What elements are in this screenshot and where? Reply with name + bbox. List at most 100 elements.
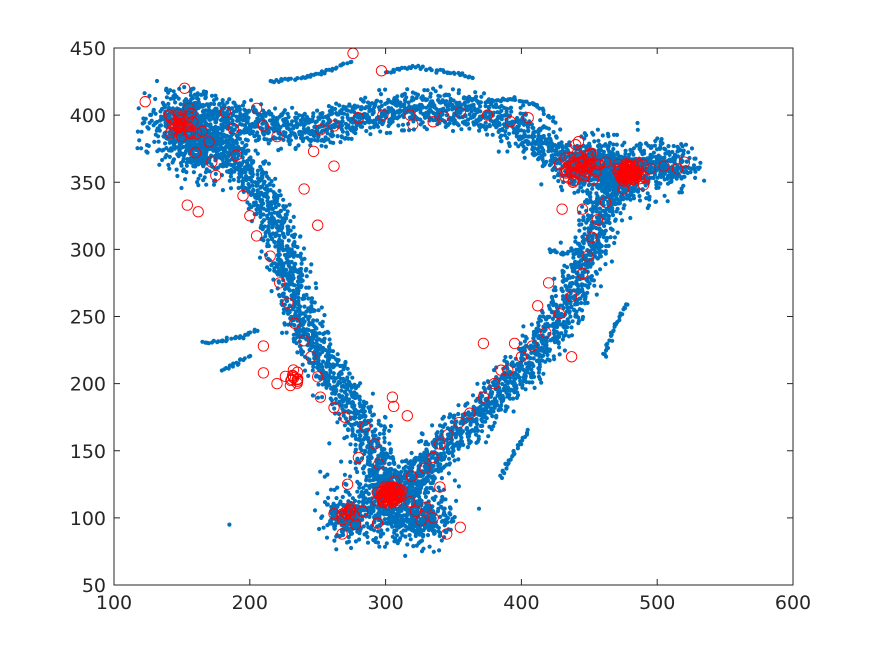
trajectory-point <box>346 410 351 415</box>
trajectory-point <box>291 254 296 259</box>
trajectory-point <box>341 413 346 418</box>
trajectory-point <box>212 129 217 134</box>
trajectory-point <box>316 125 322 130</box>
trajectory-point <box>586 275 592 280</box>
trajectory-point <box>557 345 562 350</box>
trajectory-point <box>580 204 585 209</box>
trajectory-point <box>565 317 570 322</box>
trajectory-point <box>562 299 567 304</box>
trajectory-point <box>451 413 456 419</box>
trajectory-point <box>444 113 449 118</box>
trajectory-point <box>321 115 326 120</box>
trajectory-point <box>316 135 321 140</box>
trajectory-point <box>556 341 561 346</box>
trajectory-point <box>287 282 292 287</box>
trajectory-point <box>310 117 315 122</box>
trajectory-point <box>464 427 469 432</box>
trajectory-point <box>479 94 484 99</box>
trajectory-point <box>579 273 584 278</box>
trajectory-point <box>516 393 521 398</box>
trajectory-point <box>296 143 301 148</box>
trajectory-point <box>458 438 463 444</box>
trajectory-point <box>551 130 556 135</box>
trajectory-point <box>579 250 585 255</box>
trajectory-point <box>255 168 260 173</box>
trajectory-point <box>271 190 276 195</box>
trajectory-point <box>272 210 277 215</box>
trajectory-point <box>493 104 498 110</box>
trajectory-point <box>265 238 271 243</box>
trajectory-point <box>446 456 452 461</box>
trajectory-point <box>585 217 590 222</box>
trajectory-point <box>164 95 169 100</box>
trajectory-point <box>478 122 483 127</box>
trajectory-point <box>423 114 428 119</box>
trajectory-point <box>240 129 245 134</box>
trajectory-point <box>327 337 332 342</box>
trajectory-point <box>459 127 464 132</box>
trajectory-point <box>575 302 580 307</box>
trajectory-point <box>465 445 470 450</box>
trajectory-point <box>384 451 389 456</box>
trajectory-point <box>272 240 277 245</box>
trajectory-point <box>345 400 350 405</box>
trajectory-point <box>220 188 225 193</box>
trajectory-point <box>304 274 309 279</box>
trajectory-point <box>493 382 499 387</box>
trajectory-point <box>496 149 501 154</box>
trajectory-point <box>144 149 149 154</box>
trajectory-point <box>379 114 384 119</box>
trajectory-point <box>307 347 312 352</box>
trajectory-point <box>439 432 444 437</box>
trajectory-point <box>490 414 495 419</box>
trajectory-point <box>347 380 352 385</box>
trajectory-point <box>510 396 516 401</box>
trajectory-point <box>451 444 456 449</box>
trajectory-point <box>277 237 282 242</box>
trajectory-point <box>569 262 574 267</box>
trajectory-point <box>507 396 513 401</box>
trajectory-point <box>364 478 369 483</box>
trajectory-point <box>314 338 319 343</box>
trajectory-point <box>332 406 337 411</box>
trajectory-point <box>324 362 329 367</box>
trajectory-point <box>573 239 578 244</box>
trajectory-point <box>402 104 407 110</box>
trajectory-point <box>195 180 200 185</box>
trajectory-point <box>503 407 508 412</box>
trajectory-point <box>350 120 355 125</box>
trajectory-point <box>345 366 350 371</box>
trajectory-point <box>328 370 333 375</box>
trajectory-point <box>552 165 557 170</box>
trajectory-point <box>471 418 476 423</box>
trajectory-point <box>605 235 610 241</box>
trajectory-point <box>314 285 319 291</box>
trajectory-point <box>296 331 301 336</box>
trajectory-point <box>499 117 504 122</box>
trajectory-point <box>327 364 332 369</box>
trajectory-point <box>552 357 557 362</box>
trajectory-point <box>148 112 153 117</box>
trajectory-point <box>558 127 563 132</box>
trajectory-point <box>577 218 582 223</box>
trajectory-point <box>513 141 518 146</box>
trajectory-point <box>466 104 471 109</box>
trajectory-point <box>560 337 566 342</box>
trajectory-point <box>553 293 559 299</box>
trajectory-point <box>465 108 470 113</box>
trajectory-point <box>451 121 457 126</box>
trajectory-point <box>237 107 242 112</box>
trajectory-point <box>557 352 562 357</box>
trajectory-point <box>450 128 456 134</box>
trajectory-point <box>239 171 244 176</box>
trajectory-point <box>475 439 480 444</box>
trajectory-point <box>383 425 388 430</box>
trajectory-point <box>416 480 421 485</box>
trajectory-point <box>365 436 370 441</box>
trajectory-point <box>281 123 286 128</box>
trajectory-point <box>563 324 568 329</box>
trajectory-point <box>240 103 246 108</box>
trajectory-point <box>209 93 215 98</box>
trajectory-point <box>195 91 200 96</box>
trajectory-point <box>479 429 485 434</box>
